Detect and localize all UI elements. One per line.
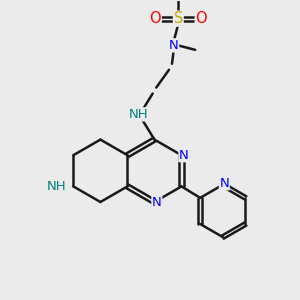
Text: N: N: [169, 39, 179, 52]
Text: S: S: [173, 11, 183, 26]
Text: NH: NH: [128, 108, 148, 121]
Text: N: N: [179, 149, 189, 162]
Text: N: N: [152, 196, 162, 208]
Text: O: O: [195, 11, 207, 26]
Text: O: O: [149, 11, 161, 26]
Text: N: N: [219, 177, 229, 190]
Text: NH: NH: [46, 180, 66, 193]
